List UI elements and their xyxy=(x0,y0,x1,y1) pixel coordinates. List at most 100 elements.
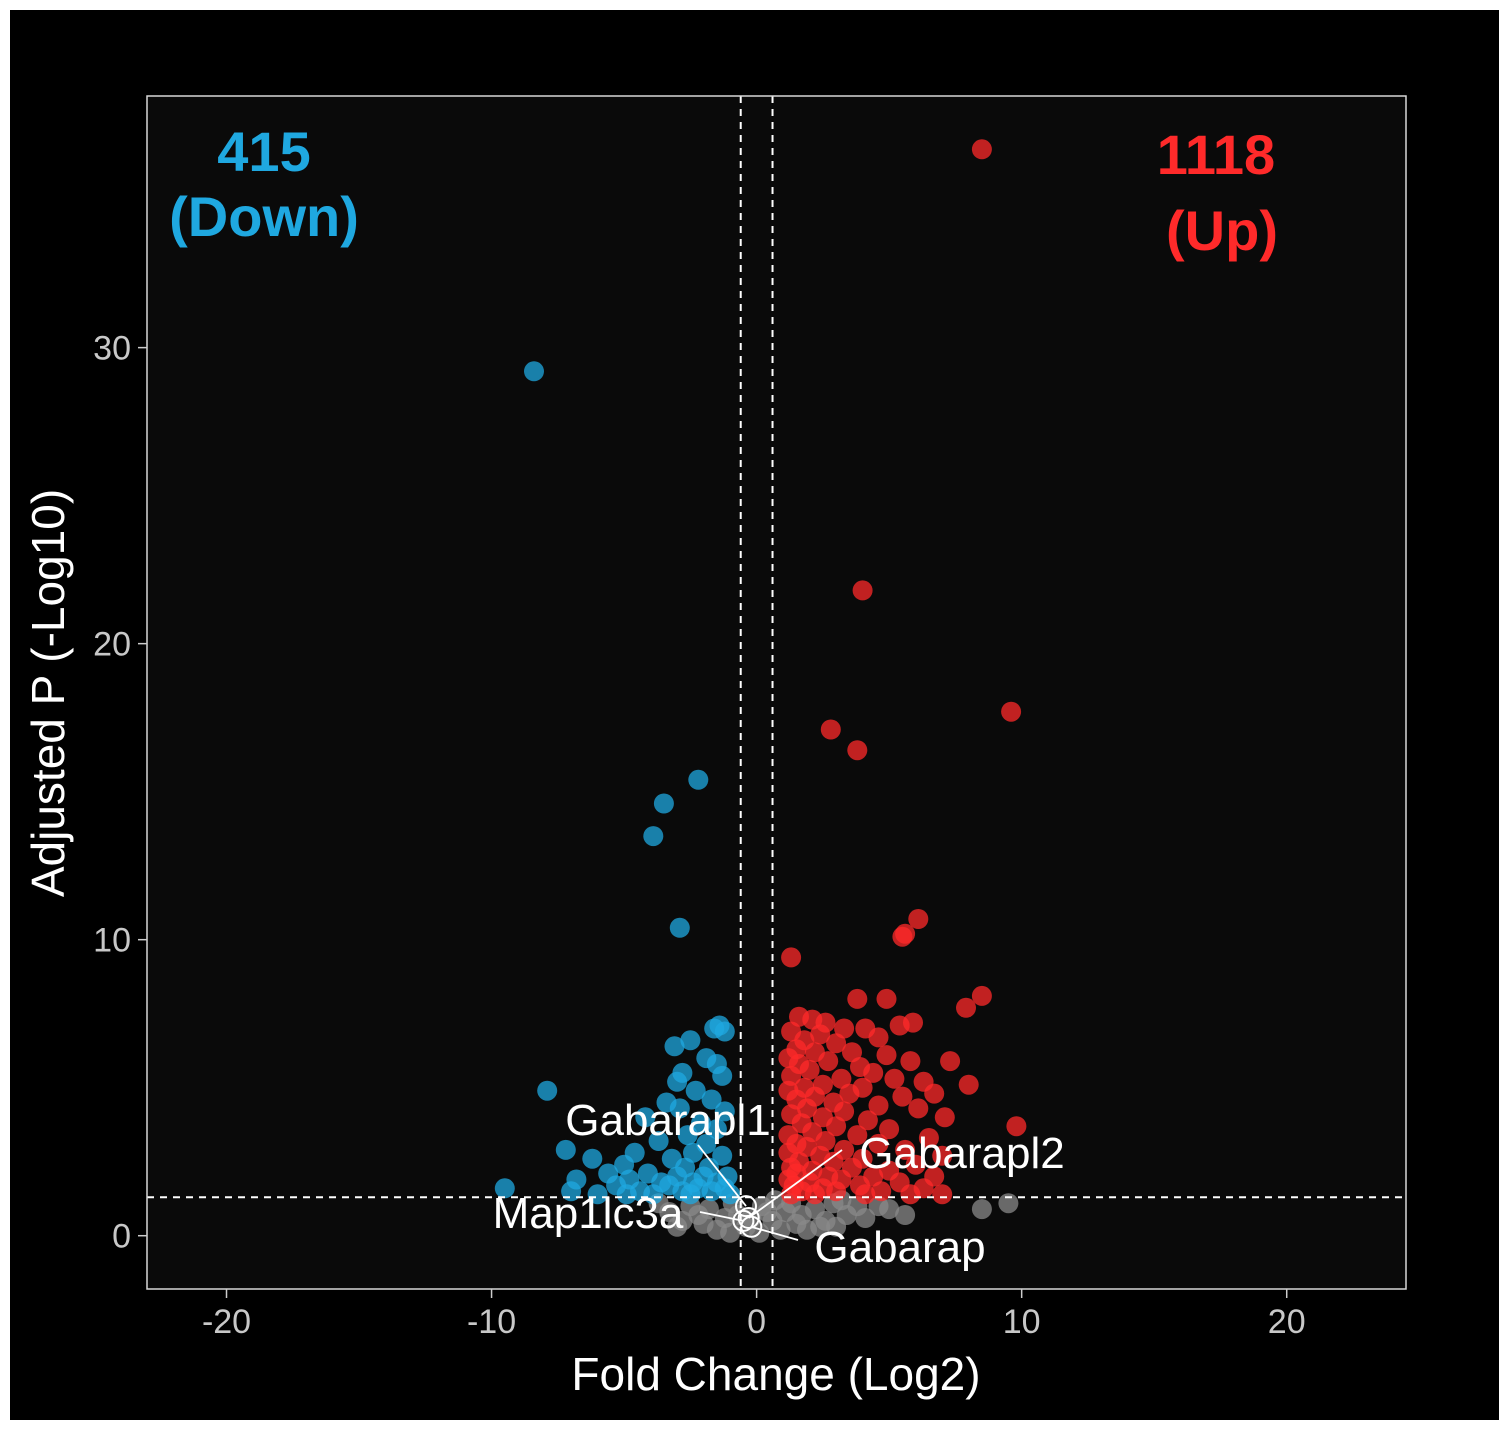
point-up xyxy=(1001,701,1022,722)
point-ns xyxy=(826,1216,847,1237)
gene-label-map1lc3a: Map1lc3a xyxy=(493,1189,684,1238)
point-up xyxy=(826,1116,847,1137)
gene-connector xyxy=(748,1149,843,1219)
point-down xyxy=(653,793,674,814)
gene-connector xyxy=(751,1225,799,1241)
point-up xyxy=(908,909,929,929)
point-down xyxy=(714,1101,735,1122)
point-up xyxy=(868,1027,889,1048)
point-down xyxy=(555,1139,576,1160)
point-down xyxy=(720,1184,741,1205)
point-down xyxy=(582,1148,603,1169)
point-ns xyxy=(720,1222,741,1243)
point-ns xyxy=(895,1205,916,1225)
plot-panel-border xyxy=(146,95,1407,1290)
point-down xyxy=(688,769,709,790)
point-up xyxy=(924,1083,945,1104)
point-down xyxy=(680,1184,701,1205)
point-up xyxy=(852,580,873,601)
point-up xyxy=(799,1059,820,1080)
point-up xyxy=(839,1083,860,1104)
point-up xyxy=(900,1051,921,1072)
point-down xyxy=(706,1119,727,1140)
x-tick-label: 20 xyxy=(1268,1303,1306,1341)
point-up xyxy=(818,1051,839,1072)
point-up xyxy=(810,1024,831,1045)
point-up xyxy=(879,1119,900,1140)
point-down xyxy=(712,1065,733,1086)
point-up xyxy=(1006,1116,1027,1137)
point-ns xyxy=(770,1219,791,1240)
down-count-value: 415 xyxy=(217,120,310,183)
point-up xyxy=(932,1184,953,1205)
point-up xyxy=(831,1068,852,1089)
point-up xyxy=(918,1128,939,1148)
point-up xyxy=(834,1018,855,1039)
point-ns xyxy=(667,1216,688,1237)
point-up xyxy=(940,1051,961,1072)
point-down xyxy=(643,1184,664,1205)
point-down xyxy=(685,1080,706,1101)
point-up xyxy=(847,988,868,1009)
plot-panel xyxy=(147,96,1406,1289)
point-up xyxy=(892,926,913,947)
point-up xyxy=(895,1139,916,1160)
point-down xyxy=(667,1071,688,1092)
point-down xyxy=(643,826,664,847)
x-tick-label: -10 xyxy=(467,1303,516,1341)
point-ns xyxy=(879,1199,900,1220)
point-up xyxy=(857,1110,878,1131)
point-up xyxy=(804,1184,825,1205)
point-down xyxy=(494,1178,515,1199)
point-up xyxy=(908,1098,929,1119)
point-down xyxy=(587,1184,608,1205)
point-up xyxy=(956,997,976,1018)
point-down xyxy=(616,1184,637,1205)
point-up xyxy=(868,1095,889,1116)
y-tick-label: 0 xyxy=(112,1218,131,1256)
point-down xyxy=(537,1080,558,1101)
point-down xyxy=(669,917,690,938)
up-count-value: 1118 xyxy=(1157,123,1275,186)
point-up xyxy=(820,719,841,740)
y-tick-label: 30 xyxy=(93,330,131,368)
point-up xyxy=(905,1154,926,1175)
gene-point-gabarap xyxy=(740,1215,763,1238)
gene-label-gabarapl2: Gabarapl2 xyxy=(859,1129,1064,1178)
point-down xyxy=(683,1142,703,1163)
point-up xyxy=(889,1015,910,1036)
point-up xyxy=(847,740,868,761)
point-down xyxy=(701,1181,722,1202)
point-up xyxy=(932,1145,953,1166)
point-up xyxy=(781,947,802,968)
point-ns xyxy=(998,1193,1019,1214)
up-count-label: (Up) xyxy=(1166,199,1278,262)
point-up xyxy=(847,1125,868,1146)
axis-ticks: -20 -10 0 10 20 0 10 20 30 xyxy=(93,330,1305,1341)
points-layer xyxy=(494,139,1027,1243)
point-ns xyxy=(971,1199,992,1220)
point-down xyxy=(680,1030,701,1051)
point-down xyxy=(648,1131,669,1151)
point-up xyxy=(842,1042,862,1063)
point-down xyxy=(524,361,544,382)
y-tick-label: 20 xyxy=(93,626,131,664)
point-down xyxy=(714,1021,735,1042)
point-up xyxy=(826,1181,847,1202)
x-axis-title: Fold Change (Log2) xyxy=(571,1348,980,1400)
gene-connector xyxy=(697,1144,747,1207)
point-ns xyxy=(810,1216,831,1237)
point-down xyxy=(664,1036,685,1057)
point-up xyxy=(934,1107,955,1128)
x-tick-label: -20 xyxy=(202,1303,251,1341)
point-ns xyxy=(791,1205,812,1225)
point-up xyxy=(868,1133,889,1154)
point-up xyxy=(855,1184,876,1205)
point-down xyxy=(635,1107,656,1128)
point-up xyxy=(781,1184,802,1205)
gene-label-gabarap: Gabarap xyxy=(814,1223,985,1272)
point-up xyxy=(958,1074,979,1095)
point-up xyxy=(971,985,992,1006)
